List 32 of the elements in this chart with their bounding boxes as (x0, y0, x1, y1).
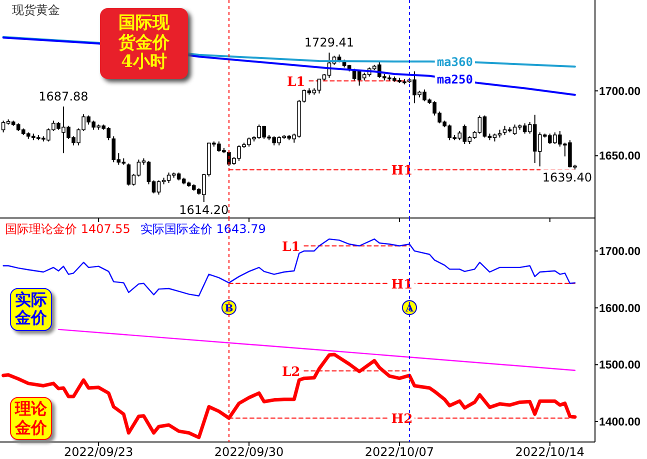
annotation: 1729.41 (304, 36, 354, 50)
annotation: 国际现货金价 4小时 (100, 8, 188, 79)
annotation: A (404, 304, 414, 315)
line-label: B (221, 300, 236, 316)
series-label: ma360 (436, 54, 473, 69)
series-label: ma250 (436, 72, 473, 87)
y-tick-label: 1700.00 (599, 86, 641, 98)
y-tick-label: 1700.00 (599, 246, 641, 258)
y-tick-label: 1400.00 (599, 416, 641, 429)
y-tick-label: 1600.00 (599, 302, 641, 315)
annotation: 1687.88 (38, 90, 88, 104)
y-tick-label: 1500.00 (599, 360, 641, 372)
text: 实际国际金价 1643.79 (140, 222, 266, 236)
line-label: A (402, 300, 417, 316)
annotation: H1 (391, 277, 413, 292)
annotation: 1614.20 (179, 203, 229, 218)
y-tick-label: 1650.00 (599, 150, 641, 163)
annotation: 理论金价 (10, 397, 52, 440)
chart-title: 现货黄金 (12, 3, 60, 17)
x-tick-label: 2022/09/23 (64, 445, 134, 459)
text: 国际理论金价 1407.55 (5, 222, 130, 236)
annotation: H2 (391, 412, 413, 428)
annotation: L1 (282, 240, 300, 255)
x-tick-label: 2022/10/07 (364, 445, 434, 459)
annotation: L2 (282, 364, 300, 380)
x-tick-label: 2022/10/14 (515, 445, 584, 459)
annotation: H1 (391, 164, 413, 179)
annotation: 实际金价 (10, 288, 52, 331)
x-tick-label: 2022/09/30 (214, 445, 284, 459)
annotation: 1639.40 (542, 170, 592, 184)
annotation: L1 (286, 74, 306, 90)
annotation: B (224, 304, 234, 315)
